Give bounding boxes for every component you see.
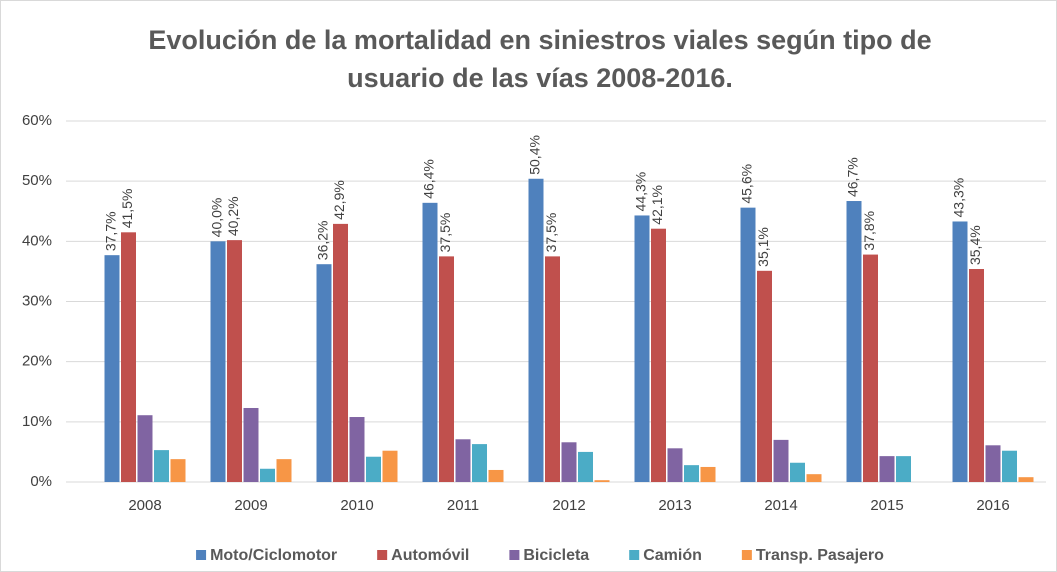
bar — [594, 480, 610, 482]
y-tick-label: 10% — [22, 413, 52, 430]
bar — [260, 468, 275, 482]
chart-title: usuario de las vías 2008-2016. — [347, 63, 733, 93]
x-tick-label: 2016 — [976, 497, 1009, 514]
x-tick-label: 2011 — [447, 497, 479, 514]
bar — [333, 223, 348, 482]
y-tick-label: 60% — [22, 112, 52, 129]
data-label: 40,2% — [225, 196, 241, 236]
bar — [366, 456, 381, 482]
bar — [528, 178, 544, 482]
x-tick-label: 2008 — [128, 497, 161, 514]
data-label: 37,5% — [437, 213, 453, 253]
bar — [1018, 477, 1034, 482]
data-label: 37,5% — [543, 213, 559, 253]
legend-label: Automóvil — [391, 547, 469, 564]
bar — [985, 445, 1001, 482]
data-label: 35,1% — [755, 227, 771, 267]
data-label: 37,8% — [861, 211, 877, 251]
legend-label: Camión — [643, 547, 702, 564]
bar — [773, 439, 789, 482]
data-label: 44,3% — [633, 172, 649, 212]
bar — [578, 451, 593, 482]
data-label: 37,7% — [103, 211, 119, 251]
bar — [121, 232, 136, 482]
x-tick-label: 2012 — [552, 497, 585, 514]
bar — [170, 459, 186, 482]
bar — [700, 466, 716, 482]
data-label: 35,4% — [967, 225, 983, 265]
bar — [846, 201, 862, 482]
legend-swatch — [196, 550, 207, 560]
bar — [790, 462, 805, 482]
chart-title: Evolución de la mortalidad en siniestros… — [148, 25, 931, 55]
legend-swatch — [509, 550, 520, 560]
bar — [561, 442, 577, 482]
bar — [210, 241, 226, 482]
data-label: 43,3% — [951, 178, 967, 218]
bar — [896, 456, 911, 482]
x-tick-label: 2013 — [658, 497, 691, 514]
bar — [276, 459, 292, 482]
bar — [806, 474, 822, 482]
bar — [952, 221, 968, 482]
data-label: 46,4% — [421, 159, 437, 199]
data-label: 41,5% — [119, 189, 135, 229]
x-tick-label: 2010 — [340, 497, 373, 514]
y-tick-label: 0% — [30, 473, 52, 490]
bar — [382, 450, 398, 482]
x-tick-label: 2014 — [764, 497, 797, 514]
bar — [137, 415, 153, 482]
legend-label: Transp. Pasajero — [756, 547, 884, 564]
bar — [455, 439, 471, 482]
y-tick-label: 20% — [22, 353, 52, 370]
bar — [104, 255, 120, 482]
data-label: 42,9% — [331, 180, 347, 220]
bar — [969, 269, 984, 482]
bar — [757, 270, 772, 482]
bar — [740, 207, 756, 482]
y-tick-label: 30% — [22, 292, 52, 309]
bar — [634, 215, 650, 482]
bar — [863, 254, 878, 482]
bar — [545, 256, 560, 482]
bar — [422, 202, 438, 482]
bar — [472, 444, 487, 482]
bar — [439, 256, 454, 482]
x-tick-label: 2015 — [870, 497, 903, 514]
legend-label: Moto/Ciclomotor — [210, 547, 337, 564]
bar — [879, 456, 895, 482]
data-label: 45,6% — [739, 164, 755, 204]
data-label: 36,2% — [315, 220, 331, 260]
bar — [651, 228, 666, 482]
legend-swatch — [629, 550, 640, 560]
legend-label: Bicicleta — [523, 547, 589, 564]
bar — [349, 417, 365, 482]
bar — [667, 448, 683, 482]
bar — [154, 450, 169, 482]
data-label: 46,7% — [845, 157, 861, 197]
data-label: 50,4% — [527, 135, 543, 175]
y-tick-label: 40% — [22, 232, 52, 249]
bar — [243, 407, 259, 482]
legend-swatch — [377, 550, 388, 560]
data-label: 40,0% — [209, 198, 225, 238]
data-label: 42,1% — [649, 185, 665, 225]
y-tick-label: 50% — [22, 172, 52, 189]
bar — [684, 465, 699, 482]
bar — [316, 264, 332, 482]
bar — [488, 469, 504, 482]
x-tick-label: 2009 — [234, 497, 267, 514]
legend-swatch — [741, 550, 752, 560]
bar — [1002, 450, 1017, 482]
bar — [227, 240, 242, 482]
